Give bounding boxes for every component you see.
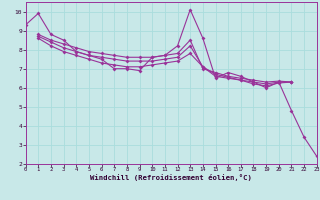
X-axis label: Windchill (Refroidissement éolien,°C): Windchill (Refroidissement éolien,°C) bbox=[90, 174, 252, 181]
